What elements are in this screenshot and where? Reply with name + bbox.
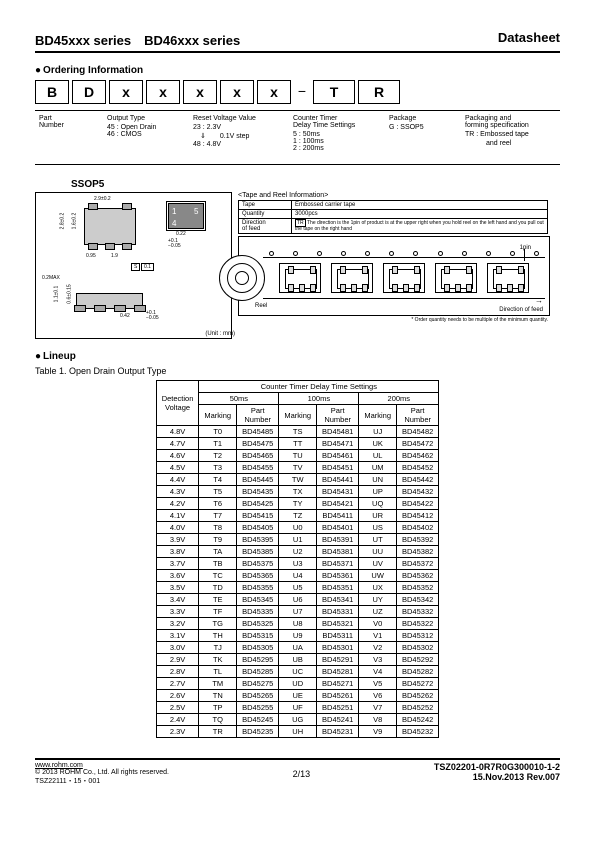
dim: 0.6±0.15 (67, 284, 73, 303)
ordering-box: T (313, 80, 355, 104)
dim: 2.8±0.2 (59, 213, 65, 230)
ordering-box: D (72, 80, 106, 104)
dim: +0.1 −0.05 (146, 311, 159, 321)
lineup-label: Lineup (35, 351, 560, 362)
footer: www.rohm.com © 2013 ROHM Co., Ltd. All r… (35, 758, 560, 786)
lineup-table: Detection VoltageCounter Timer Delay Tim… (156, 380, 440, 738)
reel-table: TapeEmbossed carrier tape Quantity3000pc… (238, 200, 548, 234)
dim: 0.42 (120, 313, 130, 319)
package-drawing: 2.9±0.2 1.6±0.2 2.8±0.2 0.95 1.9 S 0.1 (35, 192, 232, 339)
dim: 2.9±0.2 (94, 196, 111, 202)
ordering-box: B (35, 80, 69, 104)
datasheet-label: Datasheet (498, 30, 560, 49)
ordering-box: R (358, 80, 400, 104)
table-caption: Table 1. Open Drain Output Type (35, 366, 560, 376)
dim: 0.2MAX (42, 275, 60, 281)
ordering-box: x (257, 80, 291, 104)
footer-date: 15.Nov.2013 Rev.007 (434, 772, 560, 782)
page-number: 2/13 (293, 769, 311, 779)
ordering-dash: − (294, 80, 310, 102)
ordering-box: x (109, 80, 143, 104)
ordering-box: x (146, 80, 180, 104)
footer-code: TSZ22111・15・001 (35, 776, 169, 786)
reel-header: <Tape and Reel Information> (238, 192, 548, 199)
dim: 1.6±0.2 (71, 213, 77, 230)
ordering-info-row: Part NumberOutput Type45 : Open Drain 46… (35, 110, 560, 165)
reel-drawing: Reel 1pin Direction of feed → (238, 236, 550, 316)
dim: 0.22 (176, 231, 186, 237)
dim: +0.1 −0.05 (168, 239, 181, 249)
ordering-info-label: Ordering Information (35, 65, 560, 76)
ssop-label: SSOP5 (71, 179, 560, 190)
dim: 1.9 (111, 253, 118, 259)
dim: 1.1±0.1 (53, 286, 59, 303)
reel-note: * Order quantity needs to be multiple of… (238, 317, 548, 323)
footer-url: www.rohm.com (35, 762, 169, 769)
ordering-box: x (220, 80, 254, 104)
ordering-boxes: B D x x x x x − T R (35, 80, 560, 104)
dim: 0.95 (86, 253, 96, 259)
footer-copyright: © 2013 ROHM Co., Ltd. All rights reserve… (35, 769, 169, 776)
series-title: BD45xxx series BD46xxx series (35, 30, 240, 49)
ordering-box: x (183, 80, 217, 104)
footer-doc-code: TSZ02201-0R7R0G300010-1-2 (434, 762, 560, 772)
